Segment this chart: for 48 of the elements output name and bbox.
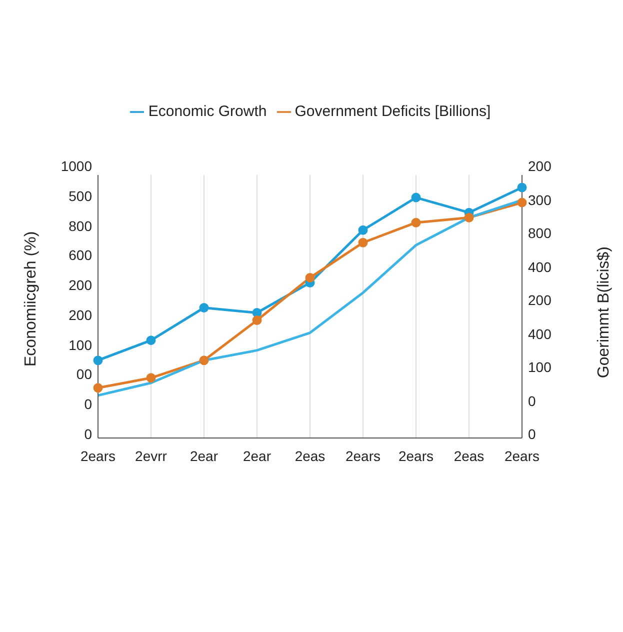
point (411, 218, 421, 228)
point (305, 272, 315, 282)
point (146, 373, 156, 383)
point (146, 336, 156, 346)
point (358, 225, 368, 235)
x-tick-label: 2ears (345, 448, 381, 464)
x-tick-label: 2ears (504, 448, 540, 464)
text: 800 (528, 224, 552, 242)
point (252, 316, 262, 326)
text: 100 (528, 358, 552, 376)
text: 0 (84, 395, 92, 414)
text: 200 (528, 157, 552, 175)
x-tick-label: 2evrr (135, 448, 168, 464)
x-tick-label: 2ears (80, 448, 116, 464)
x-tick-label: 2eas (294, 448, 326, 464)
text: 100 (68, 336, 92, 354)
point (517, 182, 527, 192)
text: 800 (68, 216, 92, 235)
text: 200 (68, 306, 92, 324)
point (358, 238, 368, 248)
text: 200 (528, 291, 552, 309)
text: 0 (528, 392, 536, 410)
text: 300 (528, 190, 552, 208)
point (252, 308, 262, 318)
text: 00 (76, 365, 92, 384)
point (517, 198, 527, 208)
point (93, 383, 103, 393)
text: 1000 (60, 157, 92, 175)
text: 0 (84, 425, 92, 443)
text: 0 (528, 425, 536, 443)
legend-label: Government Deficits [Billions] (294, 103, 491, 120)
text: 400 (528, 258, 552, 276)
x-tick-label: 2ear (190, 448, 218, 464)
x-tick-label: 2eas (454, 448, 484, 464)
point (199, 356, 209, 366)
y2-axis-title: Goerimmt B(licis$) (596, 246, 613, 378)
text: 400 (528, 324, 552, 342)
y-axis-title: Economiicgreh (%) (22, 231, 40, 366)
point (199, 303, 209, 312)
point (411, 192, 421, 202)
point (93, 356, 103, 366)
x-tick-label: 2ears (398, 448, 434, 464)
x-tick-label: 2ear (242, 448, 272, 464)
text: 600 (68, 246, 92, 264)
point (464, 212, 474, 222)
text: 200 (68, 276, 92, 294)
legend-label: Economic Growth (148, 103, 267, 120)
text: 500 (68, 186, 92, 205)
